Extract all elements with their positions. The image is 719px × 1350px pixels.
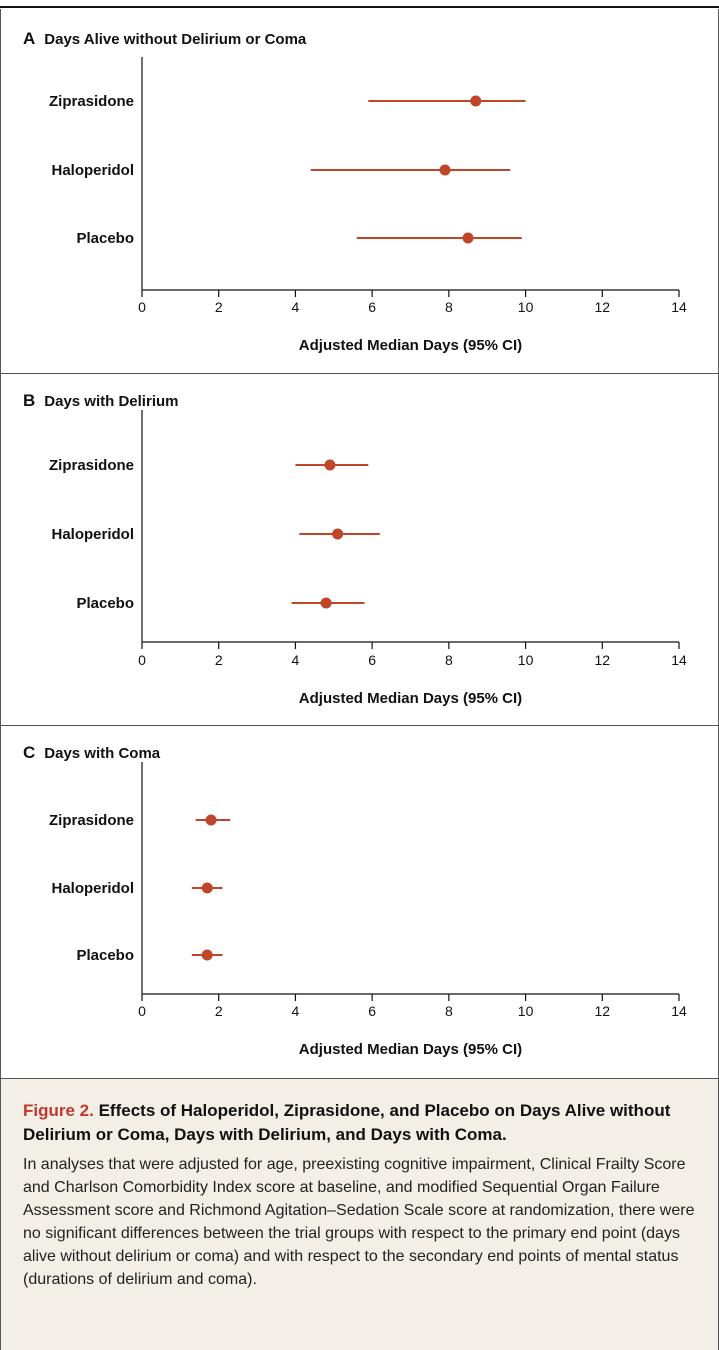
figure-number: Figure 2.: [23, 1101, 94, 1120]
panel-a-title: A Days Alive without Delirium or Coma: [23, 29, 306, 49]
x-tick-label: 0: [138, 299, 146, 315]
x-tick-label: 8: [445, 299, 453, 315]
point-estimate: [332, 528, 344, 540]
caption-text: In analyses that were adjusted for age, …: [23, 1156, 695, 1288]
panel-c-letter: C: [23, 743, 36, 762]
x-tick-label: 6: [368, 1003, 376, 1019]
caption-title-text: Effects of Haloperidol, Ziprasidone, and…: [23, 1101, 671, 1144]
category-label: Haloperidol: [51, 880, 134, 897]
panel-a-title-text: Days Alive without Delirium or Coma: [44, 31, 307, 48]
panel-a-letter: A: [23, 29, 36, 48]
panel-a: A Days Alive without Delirium or Coma 0 2 4…: [1, 9, 718, 373]
x-tick-label: 12: [594, 1003, 610, 1019]
x-tick-label: 10: [518, 299, 534, 315]
point-estimate: [201, 949, 213, 961]
point-estimate: [324, 459, 336, 471]
x-tick-label: 14: [671, 652, 687, 668]
panel-b-chart: 0 2 4 6 8 10 12 14 Adjusted Median Days (95% CI)…: [49, 410, 687, 707]
x-tick-label: 2: [215, 299, 223, 315]
panel-c: C Days with Coma 0 2 4 6 8 10 12 14 Adjusted Medi…: [1, 725, 718, 1077]
figure-frame: A Days Alive without Delirium or Coma 0 2 4…: [0, 9, 719, 1350]
x-tick-label: 12: [594, 652, 610, 668]
x-tick-label: 4: [292, 299, 300, 315]
figure-caption: Figure 2. Effects of Haloperidol, Zipras…: [1, 1078, 718, 1350]
panel-b-title: B Days with Delirium: [23, 391, 178, 411]
x-tick-label: 4: [292, 1003, 300, 1019]
panel-b-title-text: Days with Delirium: [44, 393, 179, 410]
panel-b-letter: B: [23, 391, 36, 410]
x-tick-label: 6: [368, 299, 376, 315]
x-axis-title: Adjusted Median Days (95% CI): [299, 690, 522, 707]
point-estimate: [470, 95, 482, 107]
point-estimate: [462, 232, 474, 244]
x-tick-label: 12: [594, 299, 610, 315]
category-label: Placebo: [76, 230, 134, 247]
point-estimate: [201, 882, 213, 894]
point-estimate: [439, 164, 451, 176]
x-tick-label: 14: [671, 299, 687, 315]
panel-a-chart: 0 2 4 6 8 10 12 14 Adjusted Median Days (95% CI)…: [49, 57, 687, 354]
x-tick-label: 6: [368, 652, 376, 668]
category-label: Haloperidol: [51, 526, 134, 543]
panel-c-chart: 0 2 4 6 8 10 12 14 Adjusted Median Days (95% CI)…: [49, 762, 687, 1058]
point-estimate: [320, 597, 332, 609]
panel-c-title: C Days with Coma: [23, 743, 160, 763]
x-axis-title: Adjusted Median Days (95% CI): [299, 1041, 522, 1058]
category-label: Placebo: [76, 947, 134, 964]
category-label: Ziprasidone: [49, 93, 134, 110]
x-tick-label: 8: [445, 652, 453, 668]
caption-title: Figure 2. Effects of Haloperidol, Zipras…: [23, 1099, 696, 1147]
x-tick-label: 2: [215, 652, 223, 668]
top-rule: [0, 6, 719, 8]
category-label: Ziprasidone: [49, 812, 134, 829]
point-estimate: [205, 814, 217, 826]
x-tick-label: 10: [518, 652, 534, 668]
category-label: Ziprasidone: [49, 457, 134, 474]
x-tick-label: 8: [445, 1003, 453, 1019]
x-tick-label: 14: [671, 1003, 687, 1019]
x-tick-label: 0: [138, 1003, 146, 1019]
category-label: Placebo: [76, 595, 134, 612]
category-label: Haloperidol: [51, 162, 134, 179]
x-tick-label: 4: [292, 652, 300, 668]
panel-c-title-text: Days with Coma: [44, 745, 161, 762]
x-tick-label: 0: [138, 652, 146, 668]
x-tick-label: 2: [215, 1003, 223, 1019]
x-tick-label: 10: [518, 1003, 534, 1019]
x-axis-title: Adjusted Median Days (95% CI): [299, 337, 522, 354]
panel-b: B Days with Delirium 0 2 4 6 8 10 12 14 Adjusted …: [1, 373, 718, 725]
